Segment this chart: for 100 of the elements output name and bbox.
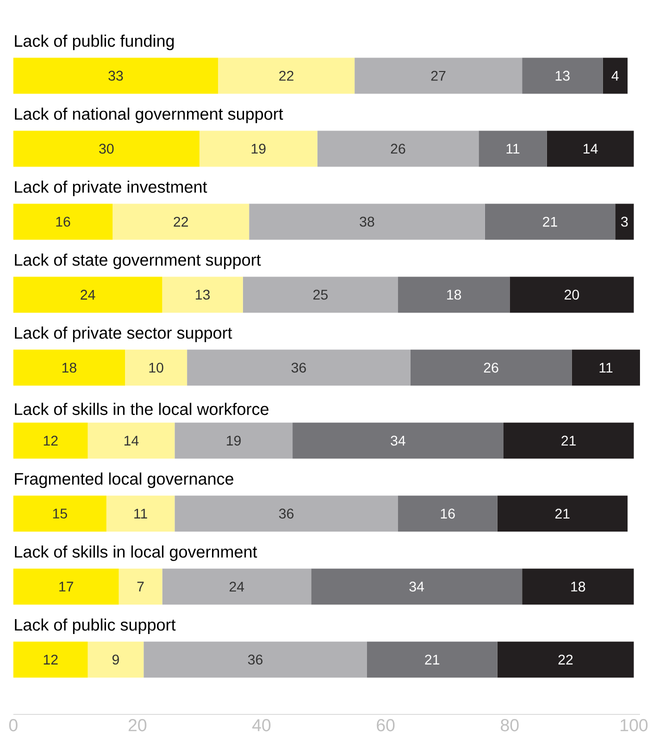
y-tick-label: Lack of private investment xyxy=(14,180,208,196)
bar xyxy=(13,350,126,386)
bar xyxy=(602,58,628,94)
data-label: 36 xyxy=(291,362,306,373)
data-label: 30 xyxy=(99,144,114,154)
data-label: 13 xyxy=(196,290,210,300)
data-label: 9 xyxy=(112,654,119,665)
data-label: 36 xyxy=(248,654,262,665)
bar xyxy=(510,276,634,313)
data-label: 16 xyxy=(56,216,70,227)
x-tick-label: 40 xyxy=(252,719,270,732)
data-label: 14 xyxy=(584,144,598,154)
data-label: 27 xyxy=(431,70,446,81)
data-label: 38 xyxy=(360,216,374,227)
bar xyxy=(522,58,603,94)
bar xyxy=(144,642,367,678)
y-tick-label: Lack of private sector support xyxy=(14,326,232,342)
bar xyxy=(13,204,113,240)
bar xyxy=(13,130,200,167)
data-label: 19 xyxy=(252,144,266,154)
data-label: 17 xyxy=(59,582,74,592)
data-label: 36 xyxy=(279,508,294,519)
y-tick-label: Lack of public funding xyxy=(14,34,174,50)
bar xyxy=(503,422,634,459)
bar xyxy=(112,204,250,240)
bar xyxy=(174,496,398,532)
bar xyxy=(88,422,175,459)
data-label: 21 xyxy=(555,508,570,519)
bar xyxy=(292,422,504,459)
bar xyxy=(125,350,188,386)
data-label: 16 xyxy=(440,508,455,519)
bar xyxy=(354,58,522,94)
bar xyxy=(572,350,640,386)
data-label: 18 xyxy=(62,362,76,373)
data-label: 14 xyxy=(124,436,139,446)
bar xyxy=(13,642,88,678)
data-label: 21 xyxy=(542,216,558,227)
data-label: 22 xyxy=(558,654,573,664)
bar xyxy=(497,496,628,532)
y-tick-label: Lack of skills in the local workforce xyxy=(14,402,268,416)
data-label: 21 xyxy=(425,654,440,664)
y-tick-label: Fragmented local governance xyxy=(14,472,234,488)
x-tick-label: 100 xyxy=(620,719,648,732)
data-label: 12 xyxy=(44,436,58,446)
bar xyxy=(484,204,616,240)
y-tick-label: Lack of public support xyxy=(14,618,176,634)
bar xyxy=(13,496,106,532)
bar xyxy=(199,130,318,167)
bar xyxy=(398,496,498,532)
bar xyxy=(174,422,293,459)
bar xyxy=(187,350,410,386)
data-label: 4 xyxy=(612,70,619,81)
data-label: 20 xyxy=(564,290,579,300)
bar xyxy=(497,642,634,678)
bar xyxy=(88,642,144,678)
bar xyxy=(13,58,218,94)
data-label: 24 xyxy=(230,582,244,592)
y-tick-label: Lack of national government support xyxy=(14,108,284,124)
data-label: 33 xyxy=(108,70,123,81)
bar xyxy=(366,642,498,678)
data-label: 26 xyxy=(390,144,406,154)
bar xyxy=(478,130,547,167)
y-tick-label: Lack of state government support xyxy=(14,254,261,270)
data-label: 26 xyxy=(484,362,498,373)
bar xyxy=(398,276,510,313)
data-label: 11 xyxy=(134,508,148,518)
data-label: 11 xyxy=(600,362,612,372)
bar xyxy=(242,276,398,313)
x-tick-label: 20 xyxy=(128,719,146,732)
data-label: 25 xyxy=(313,290,328,300)
bar xyxy=(546,130,634,167)
data-label: 34 xyxy=(390,436,406,446)
data-label: 12 xyxy=(44,654,58,664)
bar xyxy=(13,422,88,459)
bar xyxy=(410,350,572,386)
bar xyxy=(13,568,119,605)
data-label: 7 xyxy=(137,582,144,592)
bar xyxy=(118,568,162,605)
data-label: 3 xyxy=(621,216,628,227)
bar xyxy=(311,568,522,605)
y-tick-label: Lack of skills in local government xyxy=(14,545,258,562)
x-tick-label: 80 xyxy=(500,719,519,732)
bar xyxy=(13,276,162,313)
data-label: 24 xyxy=(80,290,96,300)
bar xyxy=(317,130,479,167)
data-label: 15 xyxy=(53,508,68,519)
data-label: 21 xyxy=(562,436,576,446)
bar xyxy=(162,276,243,313)
x-tick-label: 0 xyxy=(9,719,18,732)
data-label: 18 xyxy=(571,582,586,592)
data-label: 13 xyxy=(556,70,570,81)
data-label: 18 xyxy=(447,290,462,300)
bar xyxy=(162,568,312,605)
x-tick-label: 60 xyxy=(376,719,395,732)
data-label: 34 xyxy=(409,582,424,592)
data-label: 22 xyxy=(279,70,294,81)
data-label: 10 xyxy=(149,362,164,373)
data-label: 19 xyxy=(226,436,241,446)
bar xyxy=(106,496,175,532)
bar xyxy=(615,204,634,240)
